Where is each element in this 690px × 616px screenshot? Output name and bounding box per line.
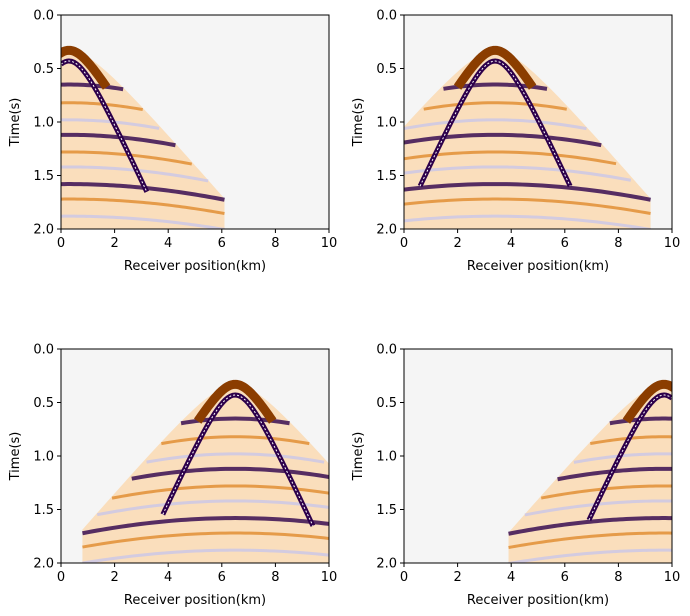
x-tick-label: 0 [400, 236, 408, 251]
x-tick-label: 4 [507, 570, 515, 585]
panel-3: 0 2 4 6 8 10 0.0 0.5 1.0 1.5 2.0 Receiver position(… [8, 343, 337, 609]
x-axis-label: Receiver position(km) [124, 259, 266, 274]
seismic-image [508, 379, 672, 563]
first-arrival [622, 379, 672, 424]
x-tick-label: 6 [561, 236, 569, 251]
y-tick-label: 2.0 [376, 557, 397, 572]
y-axis-label: Time(s) [351, 98, 366, 148]
y-tick-label: 2.0 [376, 223, 397, 238]
reflection-band [508, 531, 672, 550]
x-tick-label: 10 [664, 236, 681, 251]
reflection-band [404, 118, 587, 131]
x-tick-label: 2 [110, 570, 118, 585]
x-tick-label: 2 [453, 570, 461, 585]
x-tick-label: 2 [453, 236, 461, 251]
direct-wave-core [61, 60, 148, 192]
panel-1: 0 2 4 6 8 10 0.0 0.5 1.0 1.5 2.0 Receiver position(… [8, 9, 337, 275]
y-tick-label: 0.5 [33, 396, 54, 411]
x-tick-label: 8 [614, 236, 622, 251]
direct-wave-core [419, 60, 571, 187]
reflection-band [404, 132, 602, 148]
reflection-band [423, 101, 567, 111]
x-axis-label: Receiver position(km) [124, 593, 266, 608]
reflection-band [404, 165, 632, 182]
reflection-band [146, 452, 325, 464]
x-tick-label: 4 [164, 570, 172, 585]
first-arrival [61, 45, 111, 90]
y-tick-label: 0.0 [33, 343, 54, 358]
y-tick-label: 0.5 [33, 62, 54, 77]
reflection-band [161, 435, 310, 446]
seismic-image [82, 379, 329, 563]
y-tick-label: 1.5 [376, 503, 397, 518]
x-tick-label: 6 [218, 236, 226, 251]
direct-wave-core [588, 394, 672, 521]
seismic-image [61, 45, 225, 229]
y-axis-label: Time(s) [8, 432, 23, 482]
reflection-band [573, 452, 672, 464]
reflection-band [508, 548, 672, 563]
x-tick-label: 10 [664, 570, 681, 585]
reflection-band [82, 531, 329, 549]
reflection-band [404, 150, 617, 166]
x-tick-label: 8 [271, 570, 279, 585]
x-tick-label: 0 [400, 570, 408, 585]
x-tick-label: 4 [507, 236, 515, 251]
x-tick-label: 0 [57, 570, 65, 585]
x-tick-label: 2 [110, 236, 118, 251]
y-tick-label: 2.0 [33, 223, 54, 238]
reflection-band [61, 118, 160, 130]
x-tick-label: 0 [57, 236, 65, 251]
seismic-image [404, 45, 651, 229]
x-tick-label: 4 [164, 236, 172, 251]
y-axis-label: Time(s) [351, 432, 366, 482]
x-tick-label: 10 [321, 570, 338, 585]
y-tick-label: 1.5 [33, 169, 54, 184]
y-tick-label: 1.0 [33, 116, 54, 131]
panel-2: 0 2 4 6 8 10 0.0 0.5 1.0 1.5 2.0 Receiver position(… [351, 9, 680, 275]
reflection-band [61, 214, 225, 229]
y-tick-label: 1.0 [376, 450, 397, 465]
y-tick-label: 1.5 [376, 169, 397, 184]
x-axis-label: Receiver position(km) [467, 259, 609, 274]
x-tick-label: 8 [614, 570, 622, 585]
reflection-band [82, 548, 329, 563]
reflection-band [404, 197, 651, 216]
reflection-band [82, 516, 329, 536]
y-tick-label: 1.5 [33, 503, 54, 518]
x-tick-label: 8 [271, 236, 279, 251]
y-tick-label: 0.0 [376, 343, 397, 358]
x-tick-label: 10 [321, 236, 338, 251]
y-tick-label: 1.0 [376, 116, 397, 131]
y-tick-label: 1.0 [33, 450, 54, 465]
y-axis-label: Time(s) [8, 98, 23, 148]
reflection-band [131, 466, 329, 481]
reflection-band [96, 499, 329, 517]
x-axis-label: Receiver position(km) [467, 593, 609, 608]
first-arrival [453, 45, 537, 90]
y-tick-label: 0.5 [376, 396, 397, 411]
direct-wave-core [162, 394, 314, 526]
x-tick-label: 6 [218, 570, 226, 585]
y-tick-label: 0.0 [376, 9, 397, 24]
first-arrival [193, 379, 277, 424]
reflection-band [404, 214, 651, 229]
panel-4: 0 2 4 6 8 10 0.0 0.5 1.0 1.5 2.0 Receiver position(… [351, 343, 681, 609]
reflection-band [508, 516, 672, 536]
y-tick-label: 0.0 [33, 9, 54, 24]
reflection-band [61, 197, 225, 216]
x-tick-label: 6 [561, 570, 569, 585]
reflection-band [404, 182, 651, 202]
y-tick-label: 2.0 [33, 557, 54, 572]
y-tick-label: 0.5 [376, 62, 397, 77]
